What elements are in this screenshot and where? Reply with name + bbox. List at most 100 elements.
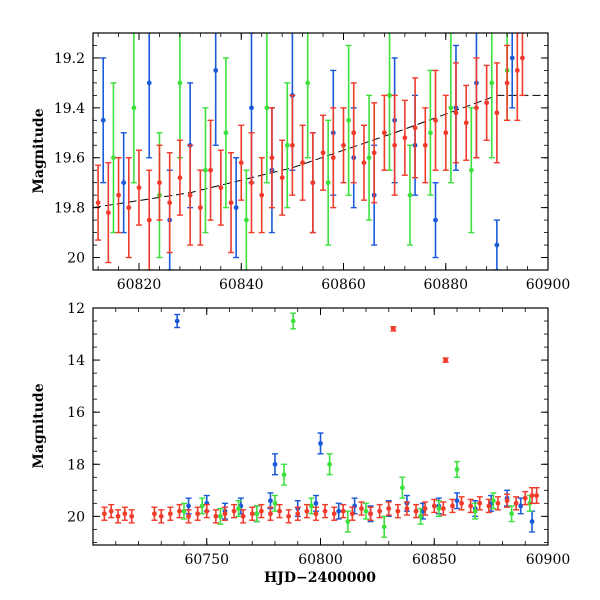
data-point	[203, 167, 208, 173]
bottom-red-point	[340, 503, 347, 519]
top-green-point	[263, 33, 270, 184]
top-red-point	[422, 107, 429, 184]
top-green-point	[284, 82, 291, 209]
top-red-point	[197, 169, 204, 246]
data-point	[313, 511, 319, 517]
bottom-red-point	[267, 506, 274, 521]
data-point	[218, 185, 224, 191]
bottom-green-point	[454, 460, 460, 478]
data-point	[238, 160, 244, 166]
bottom-red-point	[285, 509, 292, 524]
bottom-red-point	[108, 503, 115, 519]
data-point	[318, 441, 323, 446]
top-red-point	[95, 164, 102, 241]
data-point	[295, 511, 301, 517]
bottom-red-point	[449, 498, 456, 514]
data-point	[186, 503, 191, 509]
top-red-point	[412, 77, 419, 179]
data-point	[387, 92, 392, 98]
data-point	[468, 503, 474, 509]
top-x-tick-label: 60820	[117, 277, 162, 293]
data-point	[402, 135, 408, 141]
bottom-green-point	[435, 500, 442, 518]
bottom-red-point	[440, 501, 447, 516]
data-point	[272, 461, 278, 467]
bottom-plot-area	[101, 312, 540, 538]
data-point	[258, 508, 264, 514]
bottom-green-point	[308, 497, 315, 515]
data-point	[436, 506, 442, 511]
bottom-green-point	[490, 492, 497, 510]
top-y-tick-label: 19.4	[54, 101, 85, 117]
bottom-red-point	[258, 503, 265, 519]
top-blue-point	[120, 132, 127, 234]
top-red-point	[105, 162, 112, 264]
data-point	[254, 511, 260, 517]
bottom-y-tick-label: 20	[67, 509, 85, 525]
data-point	[495, 500, 501, 506]
data-point	[152, 511, 157, 517]
data-point	[463, 120, 469, 126]
top-red-point	[350, 82, 357, 184]
data-point	[371, 150, 377, 156]
data-point	[177, 508, 182, 514]
top-x-tick-label: 60840	[219, 277, 264, 293]
data-point	[289, 142, 295, 148]
data-point	[390, 326, 396, 332]
data-point	[345, 519, 351, 524]
data-point	[122, 511, 128, 517]
top-red-point	[360, 124, 367, 201]
top-red-point	[381, 94, 388, 171]
data-point	[204, 508, 210, 514]
data-point	[186, 513, 191, 519]
bottom-x-axis-label: HJD−2400000	[264, 570, 376, 586]
data-point	[195, 511, 201, 517]
data-point	[136, 185, 142, 191]
top-green-point	[110, 82, 117, 234]
top-green-point	[243, 169, 250, 270]
top-y-tick-label: 19.2	[54, 51, 85, 67]
bottom-x-tick-label: 60900	[526, 552, 571, 568]
data-point	[377, 508, 383, 514]
data-point	[413, 508, 419, 514]
data-point	[281, 472, 287, 478]
data-point	[454, 467, 460, 472]
data-point	[433, 217, 438, 223]
data-point	[341, 142, 346, 148]
data-point	[422, 506, 428, 511]
top-red-point	[391, 94, 398, 196]
data-point	[269, 155, 275, 161]
bottom-red-point	[349, 506, 356, 521]
bottom-green-point	[272, 494, 278, 512]
bottom-green-point	[199, 497, 206, 515]
data-point	[418, 513, 423, 519]
data-point	[121, 180, 127, 186]
data-point	[361, 160, 367, 166]
bottom-red-point	[167, 506, 174, 521]
top-red-point	[442, 94, 449, 171]
data-point	[222, 511, 228, 517]
top-red-point	[519, 33, 526, 97]
data-point	[290, 318, 296, 324]
bottom-red-point	[121, 506, 128, 521]
bottom-red-point	[221, 506, 228, 521]
data-point	[279, 175, 285, 181]
bottom-y-axis-label: Magnitude	[31, 383, 47, 468]
bottom-red-point	[385, 501, 392, 516]
bottom-green-point	[508, 505, 515, 523]
bottom-green-point	[281, 463, 288, 486]
bottom-blue-point	[335, 502, 342, 520]
data-point	[504, 498, 510, 504]
data-point	[404, 506, 410, 511]
data-point	[440, 506, 446, 511]
bottom-red-point	[101, 506, 108, 521]
bottom-red-point	[231, 503, 238, 519]
data-point	[468, 167, 474, 173]
bottom-green-point	[363, 502, 369, 520]
bottom-red-point	[158, 509, 165, 524]
top-red-point	[156, 144, 163, 221]
data-point	[327, 461, 332, 467]
bottom-green-point	[181, 502, 187, 520]
data-point	[268, 511, 273, 517]
data-point	[129, 513, 135, 519]
